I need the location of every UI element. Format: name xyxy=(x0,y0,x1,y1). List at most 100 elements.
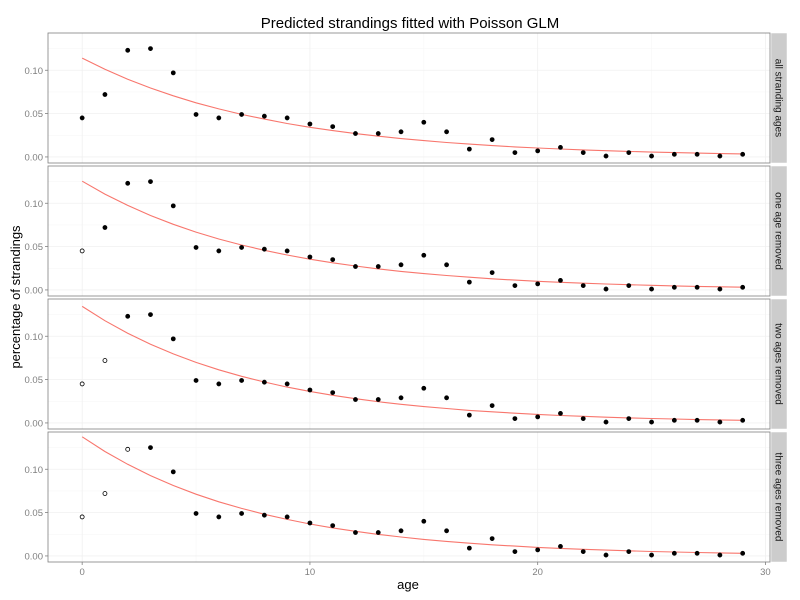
data-point xyxy=(216,381,222,387)
data-point xyxy=(125,313,131,319)
x-tick-label: 20 xyxy=(532,567,543,578)
chart-title: Predicted strandings fitted with Poisson… xyxy=(261,15,559,32)
data-point xyxy=(535,414,541,420)
data-point xyxy=(444,262,449,268)
data-point xyxy=(489,403,495,408)
data-point xyxy=(79,115,85,121)
data-point xyxy=(330,390,336,395)
data-point xyxy=(125,47,131,53)
data-point xyxy=(375,264,381,269)
y-axis-title: percentage of strandings xyxy=(8,225,23,369)
data-point xyxy=(535,547,541,553)
facet-panel: 0.00 0.05 0.10 all stranding ages xyxy=(25,32,788,164)
y-tick-label: 0.05 xyxy=(25,109,44,120)
data-point xyxy=(512,283,518,288)
fitted-curve xyxy=(81,57,743,155)
data-point xyxy=(466,279,472,285)
data-point xyxy=(649,153,654,159)
data-point xyxy=(421,119,427,125)
x-tick-label: 0 xyxy=(80,567,85,578)
y-tick-label: 0.05 xyxy=(25,242,44,253)
data-point xyxy=(216,248,222,254)
data-point xyxy=(558,410,563,416)
data-point xyxy=(421,518,427,524)
data-point xyxy=(444,528,449,534)
data-point xyxy=(239,245,244,250)
data-point xyxy=(193,511,199,516)
data-point xyxy=(580,416,586,421)
fitted-curve xyxy=(81,180,743,288)
y-tick-label: 0.10 xyxy=(25,465,44,476)
data-point xyxy=(398,528,404,534)
data-point xyxy=(603,419,609,425)
data-point xyxy=(717,552,723,558)
data-point xyxy=(535,281,541,287)
y-tick-label: 0.05 xyxy=(25,375,44,386)
data-point xyxy=(239,378,244,383)
data-point xyxy=(261,512,267,518)
data-point xyxy=(740,284,746,290)
y-tick-label: 0.00 xyxy=(25,418,44,429)
data-point xyxy=(580,283,586,288)
data-point xyxy=(398,129,404,135)
panel-border xyxy=(47,431,771,563)
data-point xyxy=(558,544,563,549)
fitted-curve xyxy=(81,305,743,421)
data-point xyxy=(193,112,199,117)
data-point xyxy=(535,148,541,154)
data-point xyxy=(558,277,563,283)
facet-panels: 0.000.050.10 all stranding ages0.000.050.… xyxy=(25,32,788,578)
data-point xyxy=(307,121,313,127)
data-point xyxy=(307,387,313,393)
x-axis-title: age xyxy=(397,577,419,592)
facet-strip-label: two ages removed xyxy=(773,323,784,405)
data-point xyxy=(489,270,495,275)
panel-border xyxy=(47,32,771,164)
data-point xyxy=(717,153,723,159)
y-tick-label: 0.00 xyxy=(25,285,44,296)
data-point xyxy=(489,536,495,541)
data-point xyxy=(649,419,654,425)
fitted-curve xyxy=(81,436,743,554)
data-point xyxy=(671,550,677,556)
data-point xyxy=(330,124,336,129)
facet-panel: 0.00 0.05 0.10 one age removed xyxy=(25,165,788,296)
data-point xyxy=(148,445,153,450)
data-point xyxy=(626,283,632,288)
facet-strip xyxy=(770,431,788,563)
data-point xyxy=(284,514,290,520)
data-point xyxy=(512,416,518,421)
y-tick-label: 0.05 xyxy=(25,508,44,519)
facet-strip xyxy=(770,298,788,430)
data-point xyxy=(148,312,153,317)
data-point xyxy=(216,514,222,520)
data-point xyxy=(102,92,108,97)
data-point xyxy=(284,115,290,121)
data-point xyxy=(193,378,199,383)
data-point xyxy=(626,549,632,554)
data-point xyxy=(170,203,176,209)
data-point xyxy=(444,129,449,135)
x-tick-label: 30 xyxy=(760,567,771,578)
data-point xyxy=(512,549,518,554)
data-point xyxy=(671,151,677,157)
data-point xyxy=(330,257,336,262)
facet-strip-label: one age removed xyxy=(773,192,784,270)
data-point xyxy=(694,417,700,423)
y-tick-label: 0.00 xyxy=(25,551,44,562)
data-point xyxy=(489,137,495,142)
data-point xyxy=(694,151,700,157)
data-point xyxy=(717,419,723,425)
data-point xyxy=(353,397,358,402)
data-point xyxy=(193,245,199,250)
data-point xyxy=(694,284,700,290)
data-point xyxy=(330,523,336,528)
x-tick-label: 10 xyxy=(305,567,316,578)
data-point xyxy=(671,417,677,423)
facet-strip-label: all stranding ages xyxy=(773,59,784,137)
data-point xyxy=(261,246,267,252)
data-point xyxy=(626,150,632,155)
data-point xyxy=(603,153,609,159)
data-point xyxy=(649,552,654,558)
